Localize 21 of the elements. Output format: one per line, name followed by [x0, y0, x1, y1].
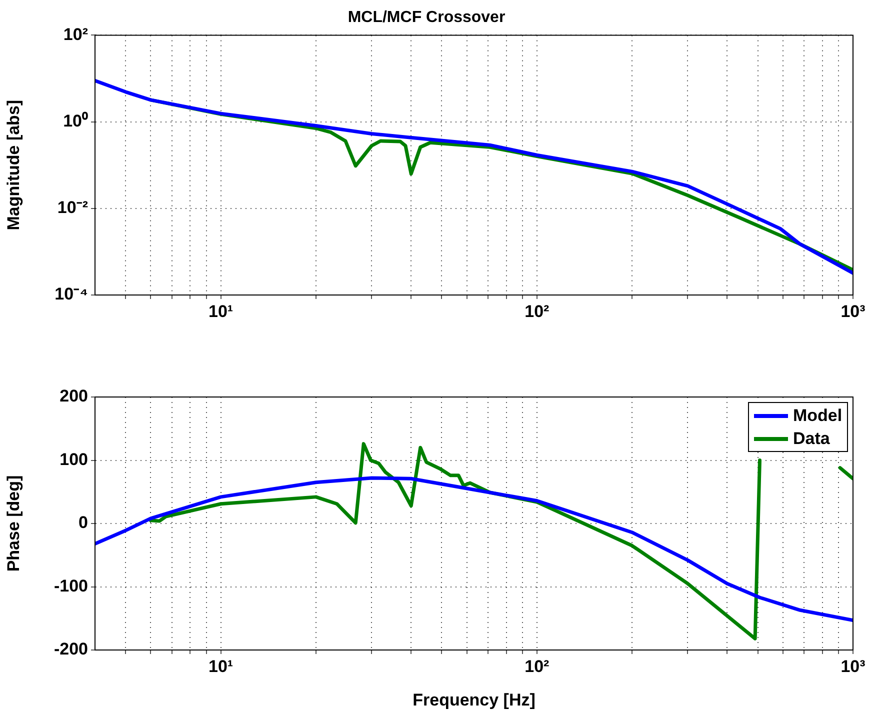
y-tick-label: 200: [60, 386, 88, 406]
y-axis-title: Magnitude [abs]: [4, 100, 23, 230]
x-axis-title: Frequency [Hz]: [412, 690, 536, 710]
chart-title: MCL/MCF Crossover: [348, 9, 506, 26]
x-tick-label: 10¹: [208, 302, 234, 321]
y-tick-label: 10⁻⁴: [54, 284, 88, 304]
x-tick-label: 10²: [524, 302, 550, 321]
x-tick-label: 10²: [524, 656, 550, 676]
y-tick-label: 100: [60, 450, 88, 469]
x-tick-label: 10¹: [208, 656, 234, 676]
x-tick-label: 10³: [840, 302, 866, 321]
y-tick-label: -100: [54, 576, 88, 596]
y-axis-title: Phase [deg]: [4, 475, 23, 572]
y-tick-label: -200: [54, 640, 88, 659]
y-tick-label: 10²: [63, 24, 88, 44]
legend-label: Data: [793, 428, 830, 448]
y-tick-label: 0: [78, 513, 88, 532]
y-tick-label: 10⁻²: [57, 198, 88, 218]
x-tick-label: 10³: [840, 656, 866, 676]
y-tick-label: 10⁰: [63, 111, 88, 130]
legend-label: Model: [793, 406, 842, 426]
